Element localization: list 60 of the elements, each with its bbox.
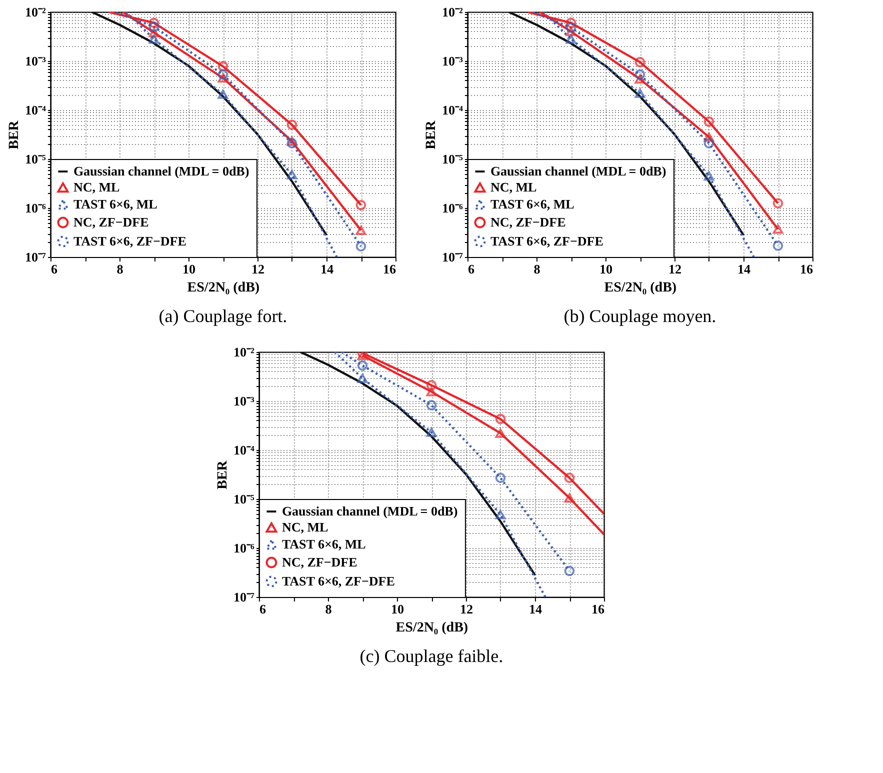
y-axis-title: BER bbox=[424, 120, 440, 150]
y-tick-label: 10⁻⁶ bbox=[25, 200, 46, 216]
y-tick-label: 10⁻² bbox=[442, 4, 464, 20]
y-tick-label: 10⁻⁴ bbox=[25, 102, 46, 118]
y-tick-label: 10⁻⁷ bbox=[234, 590, 255, 604]
legend-label: Gaussian channel (MDL = 0dB) bbox=[490, 164, 666, 178]
legend-label: NC, ZF−DFE bbox=[282, 554, 358, 570]
y-tick-label: 10⁻⁶ bbox=[442, 200, 464, 216]
legend-label: TAST 6×6, ML bbox=[282, 536, 366, 552]
x-tick-label: 16 bbox=[800, 262, 814, 276]
legend-label: TAST 6×6, ZF−DFE bbox=[282, 574, 395, 588]
legend-label: TAST 6×6, ZF−DFE bbox=[73, 234, 186, 248]
x-tick-label: 16 bbox=[591, 602, 605, 616]
x-tick-label: 16 bbox=[382, 262, 396, 276]
legend-label: NC, ZF−DFE bbox=[73, 214, 149, 230]
y-axis-title: BER bbox=[7, 120, 22, 150]
legend-label: NC, ML bbox=[282, 520, 328, 534]
x-tick-label: 10 bbox=[182, 262, 196, 276]
x-axis-title: ES/2N₀ (dB) bbox=[396, 620, 468, 636]
y-tick-label: 10⁻³ bbox=[234, 394, 255, 408]
x-tick-label: 12 bbox=[668, 262, 682, 276]
y-tick-label: 10⁻⁷ bbox=[442, 250, 464, 264]
legend-label: Gaussian channel (MDL = 0dB) bbox=[282, 504, 458, 518]
x-tick-label: 12 bbox=[251, 262, 264, 276]
y-tick-label: 10⁻⁴ bbox=[234, 442, 255, 458]
y-tick-label: 10⁻³ bbox=[442, 54, 464, 68]
y-tick-label: 10⁻² bbox=[25, 4, 46, 20]
x-tick-label: 6 bbox=[50, 262, 58, 276]
legend-label: NC, ML bbox=[73, 180, 120, 194]
legend-label: TAST 6×6, ML bbox=[73, 196, 158, 212]
text: (a) Couplage fort. bbox=[158, 306, 288, 326]
x-tick-label: 6 bbox=[259, 602, 266, 616]
x-tick-label: 10 bbox=[599, 262, 612, 276]
legend-label: NC, ML bbox=[490, 180, 537, 194]
x-tick-label: 14 bbox=[528, 602, 542, 616]
y-tick-label: 10⁻² bbox=[234, 344, 255, 360]
y-axis-title: BER bbox=[216, 460, 231, 490]
x-tick-label: 12 bbox=[460, 602, 473, 616]
y-tick-label: 10⁻⁶ bbox=[234, 540, 255, 556]
legend-label: Gaussian channel (MDL = 0dB) bbox=[73, 164, 250, 178]
y-tick-label: 10⁻³ bbox=[25, 54, 46, 68]
legend-label: NC, ZF−DFE bbox=[490, 214, 566, 230]
x-tick-label: 6 bbox=[468, 262, 475, 276]
y-tick-label: 10⁻⁴ bbox=[442, 102, 464, 118]
x-tick-label: 10 bbox=[390, 602, 404, 616]
x-axis-title: ES/2N₀ (dB) bbox=[604, 280, 677, 296]
x-axis-title: ES/2N₀ (dB) bbox=[187, 280, 260, 296]
y-tick-label: 10⁻⁷ bbox=[25, 250, 46, 264]
x-tick-label: 14 bbox=[737, 262, 751, 276]
y-tick-label: 10⁻⁵ bbox=[234, 492, 255, 506]
text: (c) Couplage faible. bbox=[360, 646, 504, 666]
legend-label: TAST 6×6, ML bbox=[490, 196, 575, 212]
legend-label: TAST 6×6, ZF−DFE bbox=[490, 234, 604, 248]
x-tick-label: 14 bbox=[320, 262, 334, 276]
text: (b) Couplage moyen. bbox=[564, 306, 716, 326]
y-tick-label: 10⁻⁵ bbox=[25, 152, 46, 166]
x-tick-label: 8 bbox=[325, 602, 332, 616]
x-tick-label: 8 bbox=[534, 262, 541, 276]
x-tick-label: 8 bbox=[116, 262, 124, 276]
y-tick-label: 10⁻⁵ bbox=[442, 152, 464, 166]
